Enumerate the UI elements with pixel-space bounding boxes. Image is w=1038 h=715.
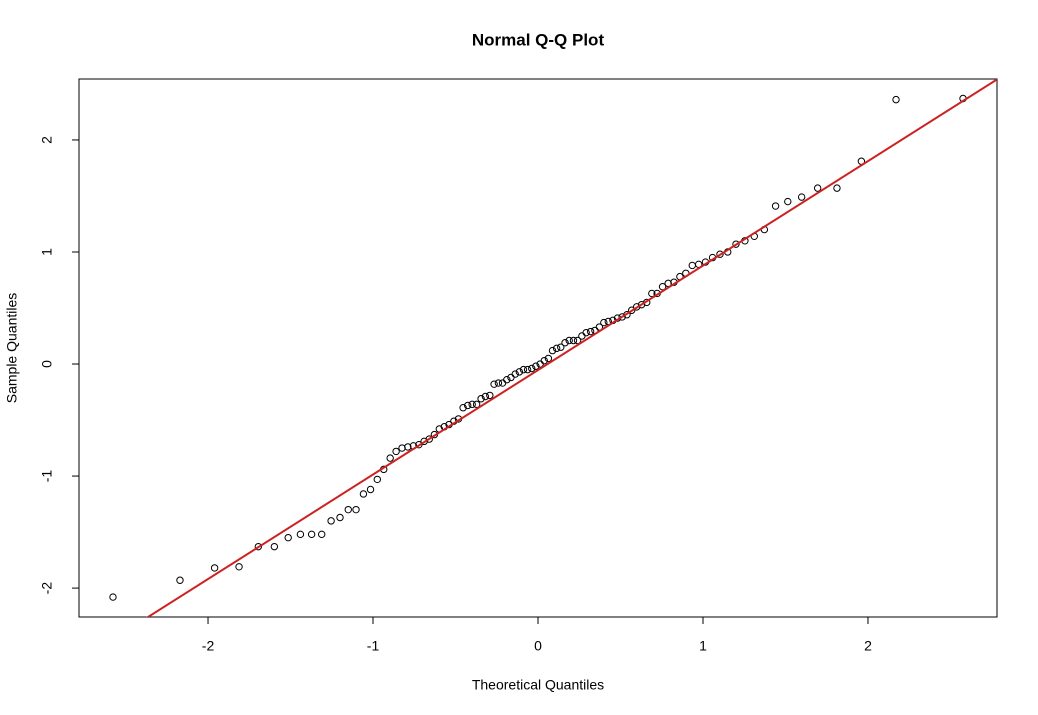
point — [472, 400, 481, 409]
point — [235, 563, 243, 571]
point — [404, 443, 412, 451]
point — [336, 513, 344, 522]
point — [658, 283, 667, 291]
x-tick-label: -2 — [202, 638, 215, 654]
x-tick-label: 1 — [699, 638, 707, 654]
point — [732, 240, 740, 248]
point — [254, 542, 263, 551]
point — [270, 542, 279, 551]
point — [540, 356, 548, 365]
point — [210, 564, 219, 572]
point — [628, 306, 636, 314]
point — [771, 202, 780, 210]
point — [359, 490, 368, 498]
point — [511, 370, 519, 378]
point — [468, 400, 476, 409]
point — [176, 576, 184, 584]
point — [344, 505, 352, 514]
point — [503, 376, 511, 384]
x-tick-label: 2 — [864, 638, 872, 654]
point — [557, 343, 565, 351]
point — [632, 303, 641, 311]
point — [477, 395, 485, 403]
point — [565, 336, 573, 345]
point — [892, 95, 900, 104]
point — [486, 391, 494, 400]
point — [386, 454, 394, 462]
point — [532, 362, 540, 370]
x-tick-label: -1 — [367, 638, 380, 654]
point — [515, 368, 524, 376]
point — [490, 380, 498, 388]
point — [833, 184, 841, 192]
y-axis-label: Sample Quantiles — [4, 293, 20, 404]
point — [648, 289, 656, 298]
point — [327, 517, 335, 525]
point — [284, 533, 292, 542]
point — [425, 435, 433, 443]
reference-line-group — [146, 79, 997, 617]
reference-line — [146, 79, 997, 617]
y-tick-label: 2 — [39, 136, 55, 144]
point — [552, 344, 561, 353]
point — [464, 401, 472, 410]
point — [366, 485, 375, 494]
y-tick-label: -2 — [39, 582, 55, 595]
point — [548, 346, 557, 355]
point — [569, 336, 578, 345]
point — [528, 364, 536, 373]
point — [392, 447, 400, 456]
x-tick-label: 0 — [534, 638, 542, 654]
point — [813, 184, 822, 192]
point — [561, 339, 569, 347]
y-tick-label: 0 — [39, 360, 55, 368]
point — [797, 193, 806, 201]
point — [307, 530, 316, 539]
point — [481, 392, 490, 401]
point — [582, 328, 590, 337]
point — [352, 505, 360, 514]
point — [296, 530, 305, 539]
point — [317, 530, 326, 539]
y-tick-label: -1 — [39, 470, 55, 483]
point — [586, 327, 595, 336]
chart-title: Normal Q-Q Plot — [472, 30, 605, 49]
point — [415, 440, 423, 449]
point — [716, 250, 724, 258]
point — [519, 365, 528, 374]
point — [109, 593, 117, 601]
point — [494, 379, 503, 387]
point — [523, 365, 532, 374]
point — [573, 336, 582, 345]
point — [373, 475, 382, 484]
x-axis-label: Theoretical Quantiles — [472, 677, 604, 693]
point — [459, 404, 467, 412]
point — [544, 354, 553, 363]
point — [784, 197, 792, 206]
point — [618, 313, 626, 321]
point — [600, 318, 608, 327]
y-tick-label: 1 — [39, 248, 55, 256]
